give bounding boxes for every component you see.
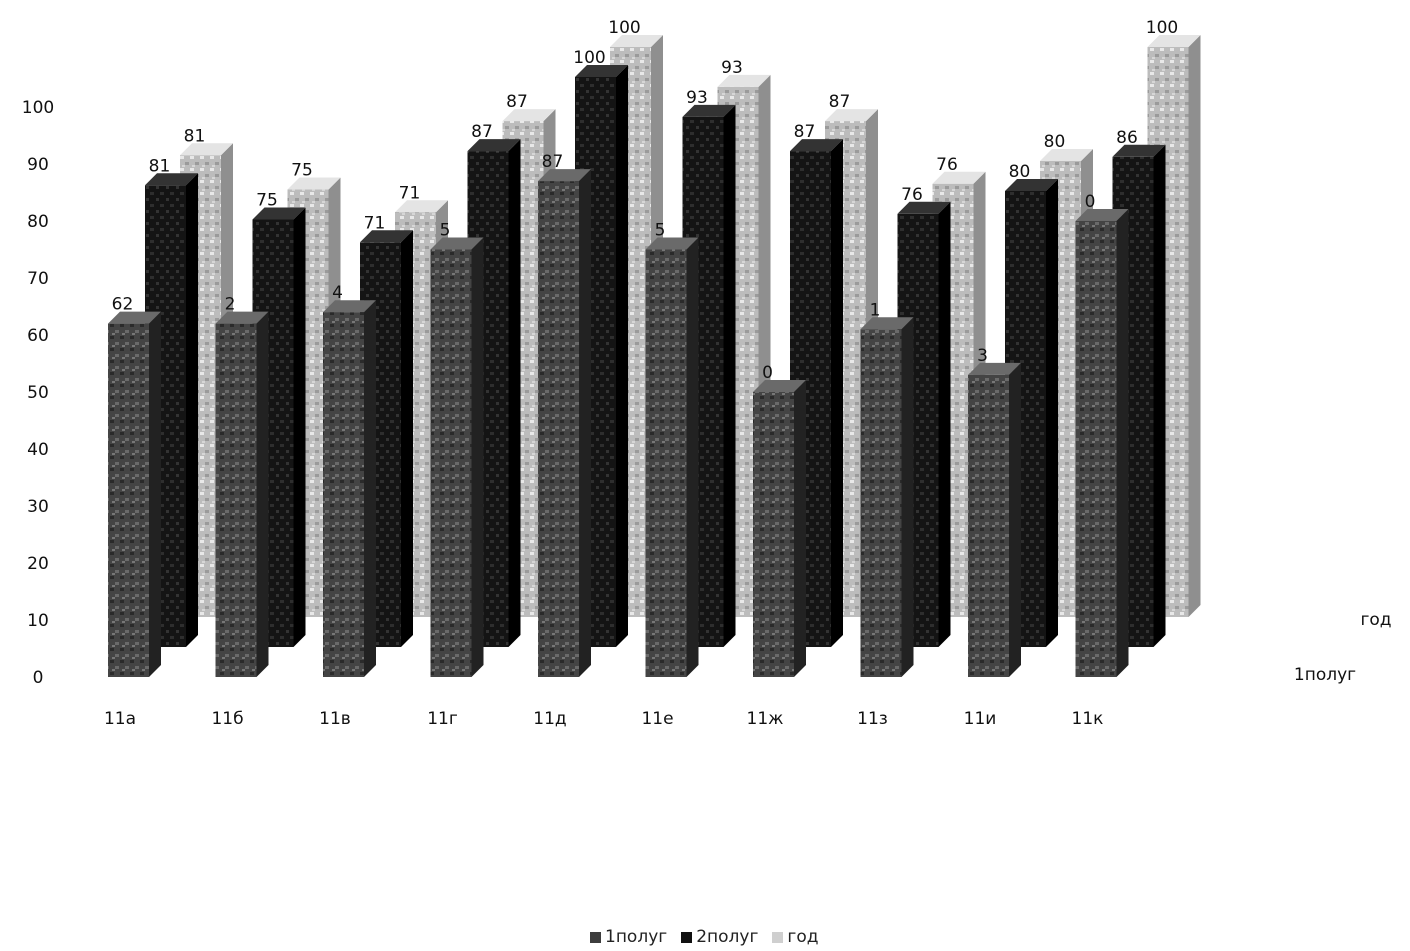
bar-11ж-s1	[753, 380, 806, 677]
y-tick-label: 30	[27, 497, 49, 517]
legend-swatch-god	[772, 931, 784, 943]
bar-11а-s1	[108, 311, 161, 677]
y-tick-label: 40	[27, 440, 49, 460]
bars-layer	[108, 35, 1201, 677]
bar-11д-s1	[538, 169, 591, 677]
bar-11к-s1	[1075, 209, 1129, 677]
bar-11в-s1	[323, 300, 376, 677]
y-tick-label: 100	[22, 98, 54, 118]
y-tick-label: 70	[27, 269, 49, 289]
data-label-11е-s3: 93	[721, 58, 743, 78]
data-labels: 8175718710093877680100817571871009387768…	[112, 18, 1179, 383]
data-label-11б-s3: 75	[291, 161, 313, 181]
depth-axis-label: год	[1360, 610, 1391, 630]
x-tick-label: 11г	[427, 709, 458, 729]
x-tick-label: 11в	[319, 709, 351, 729]
legend-swatch-2polug	[681, 931, 693, 943]
data-label-11е-s1: 5	[655, 221, 666, 241]
legend-item-god: год	[772, 927, 819, 947]
data-label-11а-s1: 62	[112, 295, 134, 315]
x-tick-label: 11з	[857, 709, 888, 729]
y-axis: 0 10 20 30 40 50 60 70 80 90 100	[22, 98, 54, 688]
data-label-11г-s1: 5	[440, 221, 451, 241]
data-label-11и-s2: 80	[1009, 162, 1031, 182]
y-tick-label: 60	[27, 326, 49, 346]
data-label-11б-s2: 75	[256, 191, 278, 211]
depth-axis-label: 1полуг	[1294, 665, 1356, 685]
data-label-11а-s3: 81	[184, 126, 206, 146]
data-label-11ж-s1: 0	[762, 363, 773, 383]
y-tick-label: 50	[27, 383, 49, 403]
x-tick-label: 11а	[104, 709, 136, 729]
y-tick-label: 20	[27, 554, 49, 574]
bar-11и-s1	[968, 362, 1021, 677]
data-label-11д-s3: 100	[608, 18, 640, 38]
data-label-11ж-s3: 87	[829, 92, 851, 112]
bar-11ж-s2	[790, 139, 843, 647]
bar-11а-s2	[145, 173, 198, 648]
x-axis: 11а 11б 11в 11г 11д 11е 11ж 11з 11и 11к	[104, 709, 1103, 729]
x-tick-label: 11б	[211, 709, 243, 729]
legend-label-1polug: 1полуг	[605, 927, 668, 947]
data-label-11з-s1: 1	[870, 300, 881, 320]
x-tick-label: 11ж	[747, 709, 784, 729]
x-tick-label: 11к	[1072, 709, 1104, 729]
data-label-11к-s2: 86	[1116, 128, 1138, 148]
data-label-11е-s2: 93	[686, 88, 708, 108]
data-label-11к-s1: 0	[1085, 192, 1096, 212]
legend: 1полуг 2полуг год	[590, 927, 819, 947]
y-tick-label: 10	[27, 611, 49, 631]
data-label-11в-s2: 71	[364, 213, 386, 233]
data-label-11г-s2: 87	[471, 122, 493, 142]
x-tick-label: 11и	[964, 709, 997, 729]
x-tick-label: 11д	[533, 709, 566, 729]
data-label-11г-s3: 87	[506, 92, 528, 112]
y-tick-label: 80	[27, 212, 49, 232]
bar-11г-s1	[430, 237, 484, 677]
data-label-11к-s3: 100	[1146, 18, 1178, 38]
legend-label-2polug: 2полуг	[696, 927, 759, 947]
legend-item-1polug: 1полуг	[590, 927, 667, 947]
y-tick-label: 0	[33, 668, 44, 688]
depth-axis: год 1полуг	[1294, 610, 1392, 685]
data-label-11и-s3: 80	[1044, 132, 1066, 152]
data-label-11в-s3: 71	[399, 183, 421, 203]
data-label-11д-s1: 87	[542, 152, 564, 172]
data-label-11з-s2: 76	[901, 185, 923, 205]
legend-swatch-1polug	[590, 931, 601, 943]
data-label-11и-s1: 3	[977, 346, 988, 366]
legend-label-god: год	[787, 927, 819, 947]
data-label-11з-s3: 76	[936, 155, 958, 175]
bar-11е-s1	[645, 237, 699, 677]
bar-11з-s1	[860, 317, 914, 677]
data-label-11д-s2: 100	[573, 48, 605, 68]
data-label-11ж-s2: 87	[794, 122, 816, 142]
legend-item-2polug: 2полуг	[681, 927, 758, 947]
data-label-11в-s1: 4	[332, 283, 343, 303]
y-tick-label: 90	[27, 155, 49, 175]
data-label-11б-s1: 2	[225, 295, 236, 315]
x-tick-label: 11е	[641, 709, 673, 729]
bar-11б-s1	[215, 311, 269, 677]
data-label-11а-s2: 81	[149, 156, 171, 176]
